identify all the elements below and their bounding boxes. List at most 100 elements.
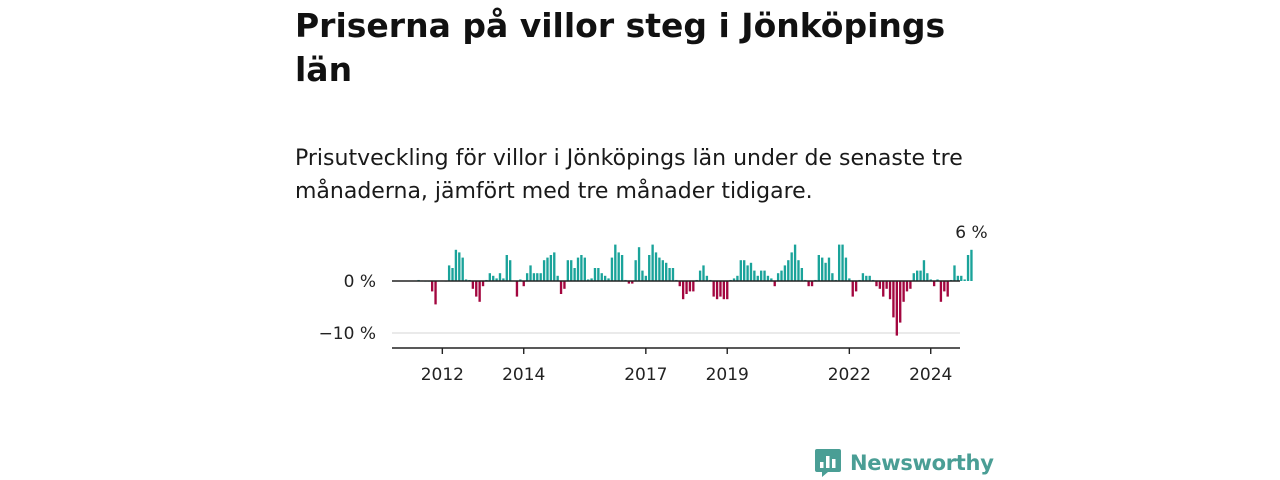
bar — [746, 265, 749, 281]
bar — [634, 260, 637, 281]
bar — [749, 262, 753, 281]
bar — [688, 281, 692, 292]
bar — [532, 273, 536, 281]
bar — [719, 281, 722, 297]
x-tick-label: 2019 — [706, 365, 749, 385]
bar — [685, 281, 688, 294]
bar — [430, 281, 434, 292]
bar — [739, 260, 742, 281]
bar — [654, 252, 658, 281]
y-tick-label: 0 % — [344, 272, 376, 292]
bar — [943, 281, 946, 292]
bar — [597, 268, 600, 281]
bar — [702, 265, 705, 281]
bar — [817, 255, 820, 281]
bar — [810, 281, 814, 287]
bar — [671, 268, 675, 281]
bar — [963, 279, 966, 281]
bar — [922, 260, 926, 281]
bar — [566, 260, 570, 281]
bar — [641, 270, 644, 281]
bar — [607, 278, 610, 281]
bar — [658, 257, 661, 281]
bar — [780, 270, 783, 281]
bar — [447, 265, 451, 281]
bar — [705, 275, 709, 281]
bar — [861, 273, 865, 281]
last-value-label: 6 % — [955, 223, 987, 243]
bar — [970, 249, 973, 281]
x-tick-label: 2024 — [909, 365, 952, 385]
bar — [848, 278, 851, 281]
bar — [580, 255, 583, 281]
bar — [790, 252, 793, 281]
bar — [471, 281, 475, 289]
bar — [637, 247, 641, 281]
bar — [698, 270, 702, 281]
bar — [916, 270, 919, 281]
bar — [776, 273, 780, 281]
bar — [576, 257, 580, 281]
bar — [800, 268, 804, 281]
bar — [715, 281, 719, 300]
bar — [563, 281, 566, 289]
bar — [539, 273, 542, 281]
bar — [888, 281, 892, 300]
bar — [736, 275, 739, 281]
bar — [905, 281, 909, 292]
bar — [756, 275, 759, 281]
bar — [763, 270, 766, 281]
bar — [885, 281, 888, 289]
bar — [939, 281, 943, 302]
bar — [644, 275, 648, 281]
bar — [953, 265, 956, 281]
bar — [692, 281, 695, 292]
bar — [610, 257, 614, 281]
bar — [509, 260, 512, 281]
bar — [912, 273, 915, 281]
bar — [478, 281, 481, 302]
newsworthy-logo-icon — [815, 449, 841, 477]
bar — [824, 262, 827, 281]
axis-layer — [392, 280, 960, 354]
bar — [946, 281, 949, 297]
bar — [909, 281, 912, 289]
bar — [966, 255, 970, 281]
bar — [759, 270, 763, 281]
bar — [844, 257, 848, 281]
bar — [827, 257, 831, 281]
bar — [865, 275, 868, 281]
bar-layer — [417, 244, 973, 336]
bar — [837, 244, 841, 281]
bar — [593, 268, 597, 281]
bar — [461, 257, 464, 281]
bar — [556, 275, 559, 281]
bar — [559, 281, 563, 294]
bar — [926, 273, 929, 281]
bar — [665, 262, 668, 281]
bar — [783, 265, 787, 281]
bar — [726, 281, 729, 300]
newsworthy-logo: Newsworthy — [814, 446, 994, 480]
bar — [651, 244, 654, 281]
bar — [583, 257, 586, 281]
bar — [821, 257, 824, 281]
bar — [492, 275, 495, 281]
label-layer: 0 % −10 % 2012 2014 2017 2019 2022 2024 6 % — [319, 223, 988, 385]
bar — [960, 275, 963, 281]
chart-title: Priserna på villor steg i Jönköpings län — [295, 6, 946, 89]
bar — [620, 255, 624, 281]
bar — [851, 281, 854, 297]
bar — [793, 244, 797, 281]
bar — [536, 273, 539, 281]
x-tick-label: 2012 — [421, 365, 464, 385]
bar — [631, 281, 634, 284]
bar — [753, 270, 756, 281]
bar — [841, 244, 844, 281]
bar — [505, 255, 508, 281]
bar — [502, 278, 505, 281]
x-tick-label: 2017 — [624, 365, 667, 385]
bar — [549, 255, 553, 281]
bar — [458, 252, 461, 281]
